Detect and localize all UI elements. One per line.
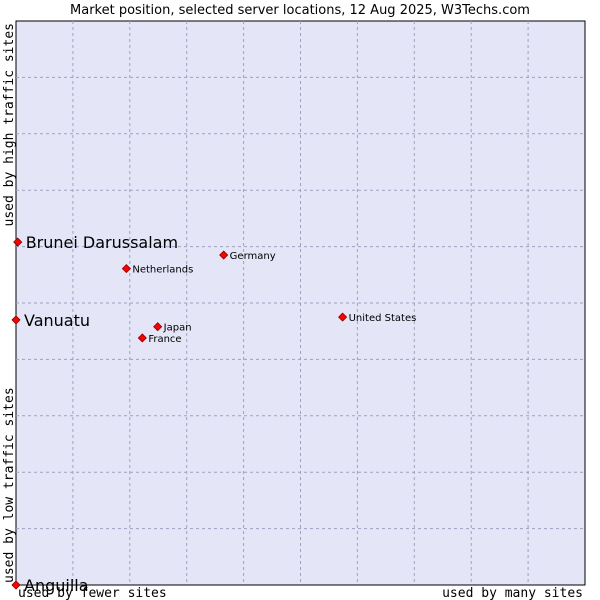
point-marker	[338, 312, 348, 322]
point-label: Netherlands	[132, 265, 193, 276]
grid-lines	[16, 21, 585, 585]
point-marker	[137, 333, 147, 343]
y-axis-label-top: used by high traffic sites	[2, 23, 17, 227]
point-marker	[11, 315, 21, 325]
point-label: Vanuatu	[24, 311, 90, 330]
point-marker	[219, 250, 229, 260]
point-label: United States	[349, 313, 417, 324]
point-label: France	[148, 334, 181, 345]
data-point-united-states: United States	[338, 312, 417, 324]
data-point-anguilla: Anguilla	[11, 576, 89, 595]
data-points: Brunei Darussalam Germany Netherlands Unite…	[11, 233, 417, 595]
point-marker	[11, 580, 21, 590]
y-axis-label-bottom: used by low traffic sites	[2, 387, 17, 583]
chart-title: Market position, selected server locatio…	[70, 3, 530, 18]
point-marker	[13, 237, 23, 247]
data-point-japan: Japan	[153, 322, 192, 334]
point-label: Anguilla	[24, 576, 89, 595]
x-axis-label-right: used by many sites	[442, 586, 583, 600]
data-point-germany: Germany	[219, 250, 276, 262]
data-point-france: France	[137, 333, 182, 345]
point-label: Germany	[230, 251, 276, 262]
point-label: Brunei Darussalam	[26, 233, 178, 252]
point-marker	[121, 264, 131, 274]
data-point-vanuatu: Vanuatu	[11, 311, 90, 330]
data-point-netherlands: Netherlands	[121, 264, 193, 276]
x-axis-label-left: used by fewer sites	[18, 586, 167, 600]
point-label: Japan	[163, 323, 192, 334]
data-point-brunei-darussalam: Brunei Darussalam	[13, 233, 178, 252]
point-marker	[153, 322, 163, 332]
